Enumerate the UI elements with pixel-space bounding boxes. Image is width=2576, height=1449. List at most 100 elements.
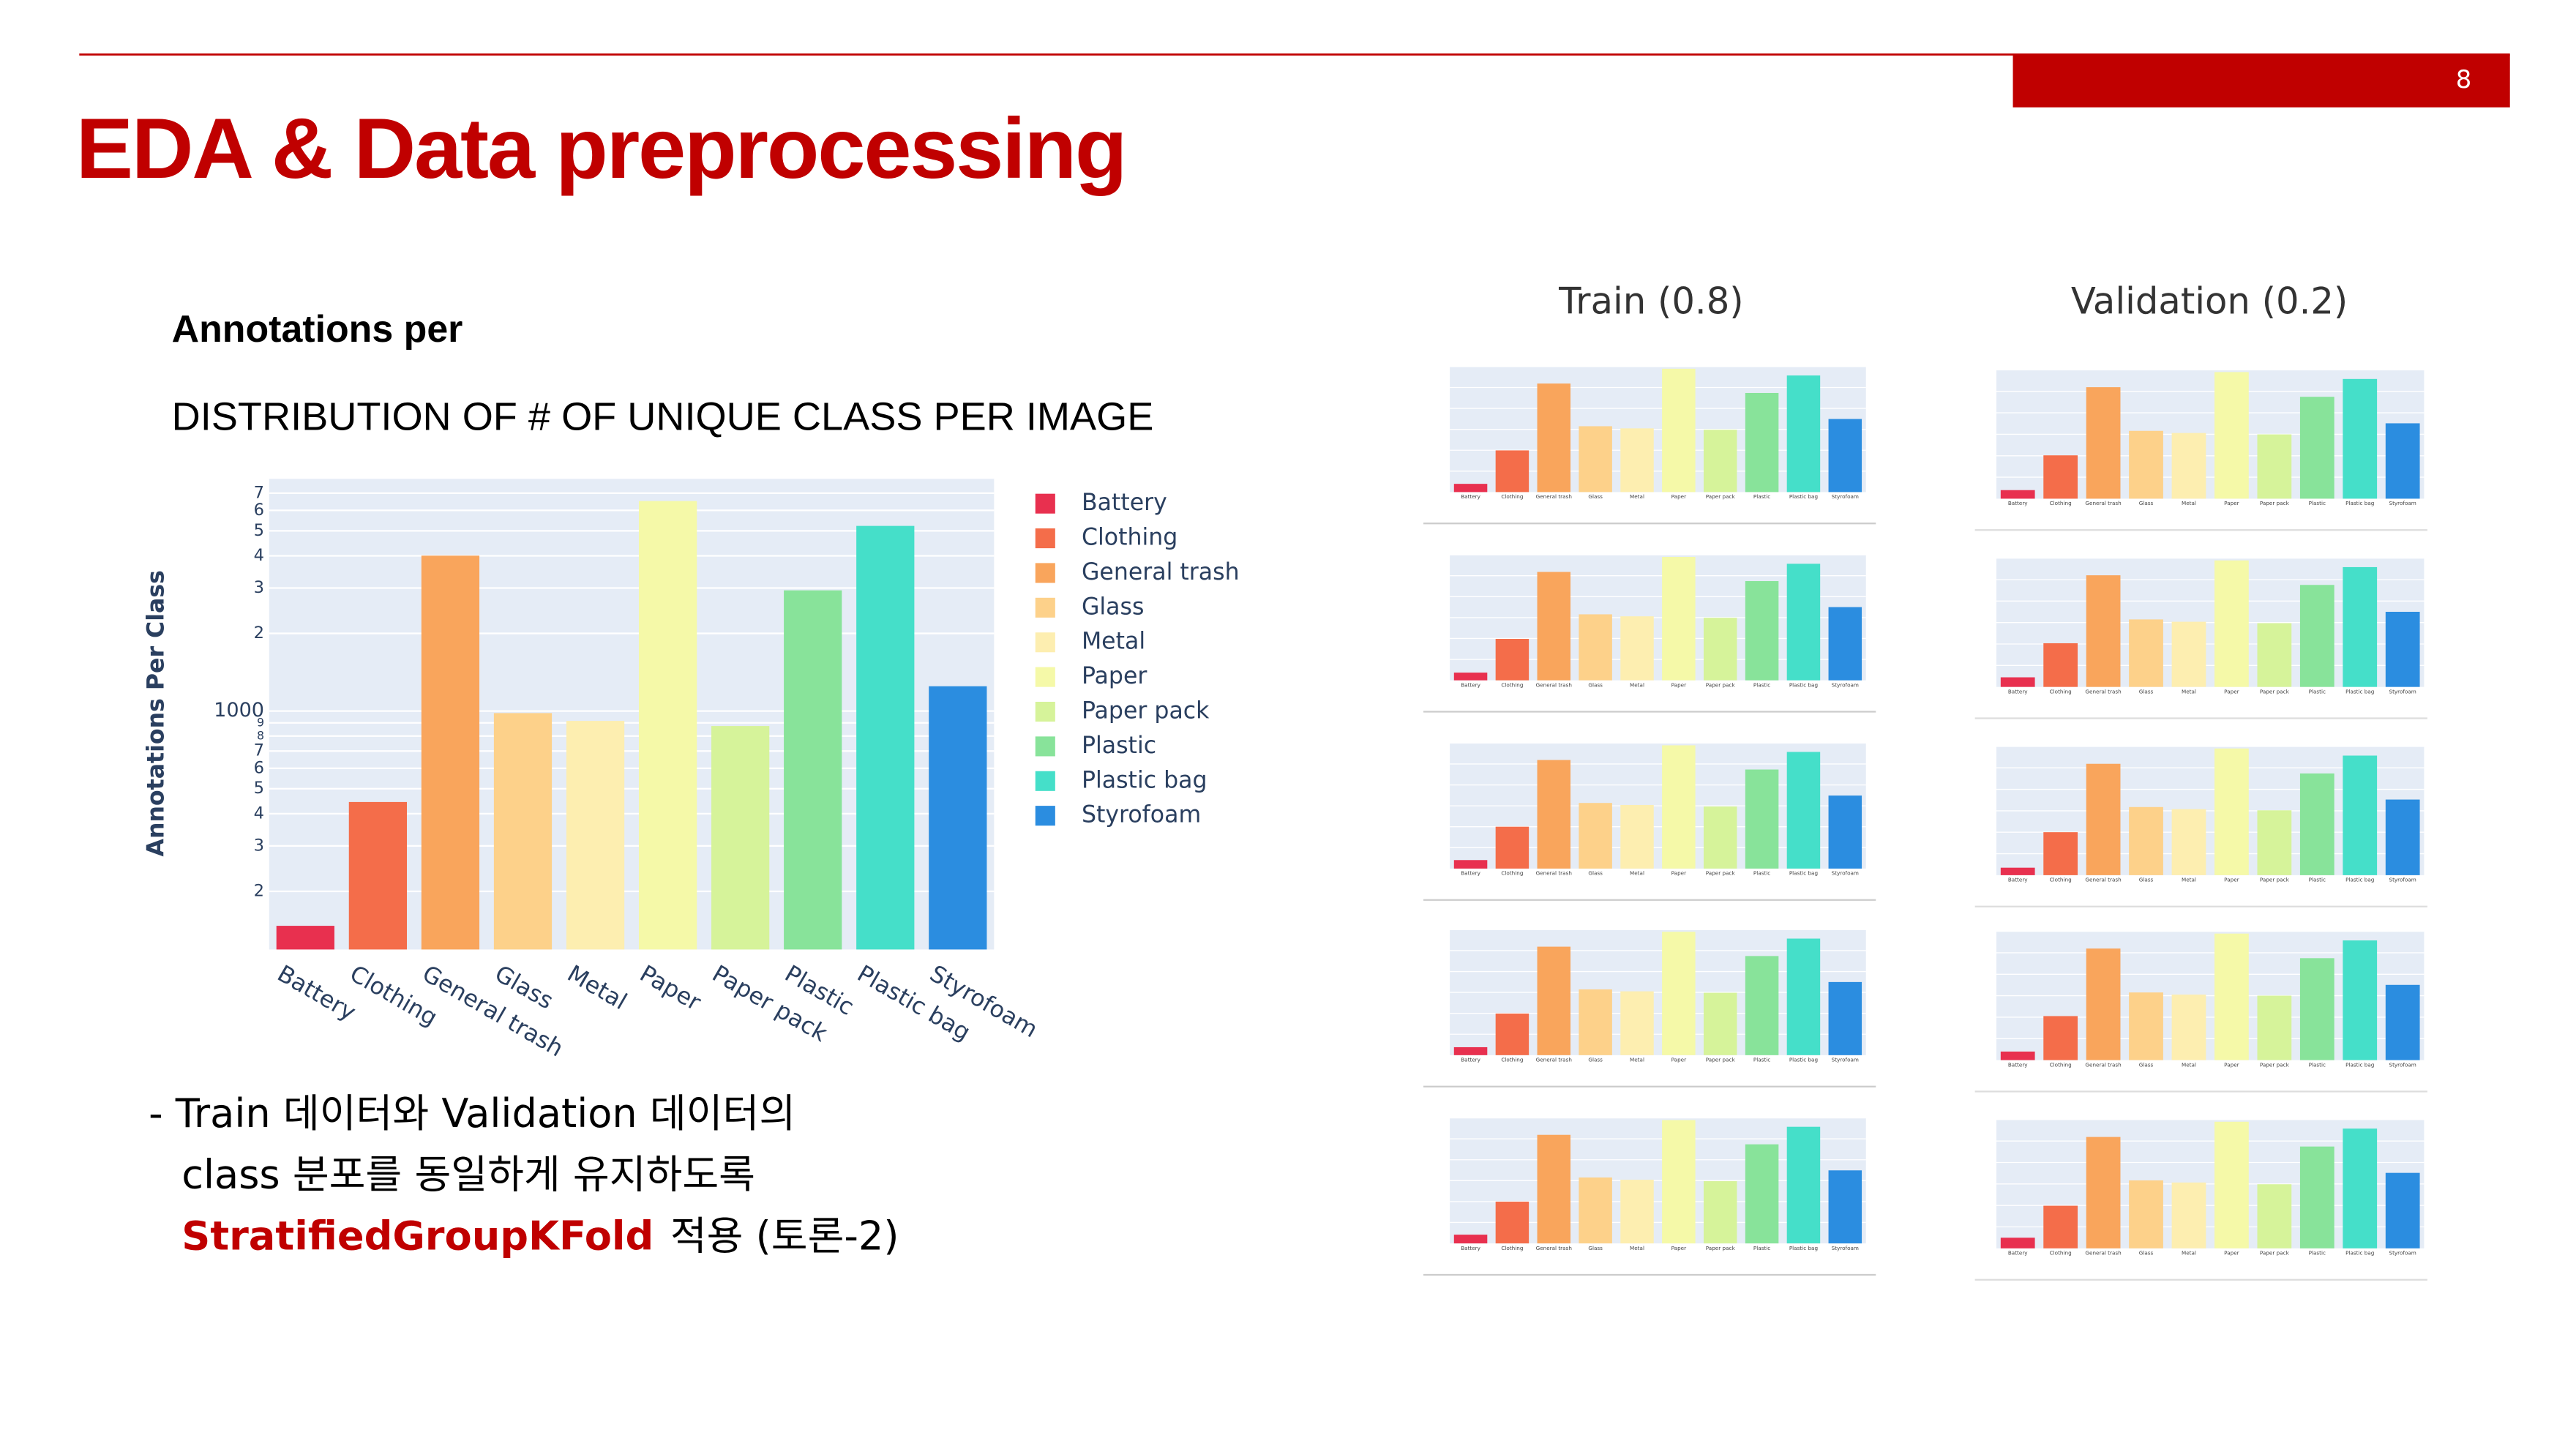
legend-label: Battery	[1082, 490, 1167, 516]
x-tick-label: General trash	[2085, 1250, 2121, 1257]
validation-label: Validation (0.2)	[2071, 280, 2348, 323]
y-tick-label: 1000	[214, 699, 264, 722]
bar	[2043, 1016, 2078, 1060]
bar	[1786, 938, 1821, 1055]
y-axis-title: Annotations Per Class	[143, 570, 169, 856]
bar	[2343, 1128, 2378, 1248]
bar	[1786, 564, 1821, 681]
bar	[2214, 560, 2249, 687]
bar	[2043, 832, 2078, 875]
y-tick-label: 2	[254, 881, 264, 900]
bar	[1828, 795, 1862, 869]
bar	[2257, 434, 2292, 499]
x-tick-label: Paper	[2224, 1061, 2239, 1068]
bar	[2171, 1182, 2206, 1248]
y-tick-label: 9	[257, 715, 264, 729]
legend-swatch	[1035, 632, 1055, 653]
bar	[1786, 752, 1821, 869]
bar	[2086, 948, 2121, 1060]
bar	[2214, 1121, 2249, 1248]
x-tick-label: Clothing	[1501, 681, 1523, 688]
bar	[1453, 1046, 1488, 1055]
bar	[2000, 1051, 2035, 1060]
bar	[2214, 372, 2249, 499]
x-tick-label: Clothing	[2050, 1061, 2072, 1068]
x-tick-label: Paper pack	[2260, 877, 2290, 883]
legend-swatch	[1035, 736, 1055, 757]
x-tick-label: Plastic bag	[2345, 1061, 2374, 1068]
legend-swatch	[1035, 597, 1055, 618]
y-tick-label: 3	[254, 836, 264, 855]
x-tick-label: Paper	[1671, 1057, 1686, 1063]
legend-swatch	[1035, 771, 1055, 791]
x-tick-label: Metal	[2182, 1250, 2196, 1257]
x-tick-label: Plastic	[1753, 1057, 1770, 1063]
x-tick-label: Clothing	[2050, 688, 2072, 694]
bar	[711, 726, 770, 950]
legend-swatch	[1035, 493, 1055, 514]
bar	[1828, 607, 1862, 681]
x-tick-label: Glass	[2139, 688, 2154, 694]
page-number-band	[2012, 54, 2510, 108]
x-tick-label: Clothing	[2050, 877, 2072, 883]
x-tick-label: Metal	[1630, 681, 1644, 688]
bar	[1703, 618, 1737, 681]
bar	[2043, 455, 2078, 499]
x-tick-label: Plastic	[2309, 500, 2326, 506]
bar	[2299, 1146, 2334, 1248]
x-tick-label: General trash	[1536, 1245, 1572, 1251]
x-tick-label: Paper	[2224, 688, 2239, 694]
bar	[2385, 423, 2420, 499]
bar	[276, 926, 334, 950]
x-tick-label: Clothing	[2050, 1250, 2072, 1257]
bar	[2385, 612, 2420, 687]
legend-swatch	[1035, 528, 1055, 549]
bar	[348, 801, 407, 950]
x-tick-label: Styrofoam	[1832, 870, 1859, 877]
bar	[1495, 1201, 1530, 1244]
x-tick-label: Plastic bag	[1789, 870, 1818, 877]
bar	[1828, 981, 1862, 1055]
x-tick-label: General trash	[2085, 1061, 2121, 1068]
x-tick-label: Plastic	[1753, 493, 1770, 500]
x-tick-label: Paper pack	[1706, 493, 1736, 500]
x-tick-label: Plastic	[2309, 877, 2326, 883]
note-rest: 적용 (토론-2)	[670, 1213, 899, 1259]
x-tick-label: Plastic bag	[2345, 877, 2374, 883]
bar	[929, 686, 987, 950]
x-tick-label: Plastic	[2309, 688, 2326, 694]
x-tick-label: Metal	[2182, 1061, 2196, 1068]
note-highlight: StratifiedGroupKFold	[181, 1213, 654, 1259]
x-tick-label: Battery	[2008, 500, 2028, 506]
x-tick-label: General trash	[2085, 877, 2121, 883]
x-tick-label: Metal	[2182, 877, 2196, 883]
x-tick-label: Battery	[273, 961, 360, 1027]
bar	[1579, 426, 1612, 493]
bar	[2385, 799, 2420, 875]
bar	[2043, 1205, 2078, 1248]
bar	[2214, 933, 2249, 1060]
x-tick-label: Metal	[2182, 688, 2196, 694]
bar	[1745, 1144, 1779, 1244]
bar	[856, 525, 915, 950]
bar	[2000, 1238, 2035, 1248]
x-tick-label: Paper pack	[1706, 681, 1736, 688]
x-tick-label: Plastic	[2309, 1061, 2326, 1068]
x-tick-label: General trash	[1536, 681, 1572, 688]
x-tick-label: Battery	[2008, 688, 2028, 694]
page-number: 8	[2456, 65, 2472, 94]
x-tick-label: Styrofoam	[2389, 1061, 2416, 1068]
x-tick-label: Battery	[1461, 493, 1480, 500]
x-tick-label: Paper	[1671, 870, 1686, 877]
bar	[1703, 1181, 1737, 1244]
x-tick-label: Plastic bag	[1789, 1057, 1818, 1063]
x-tick-label: Plastic	[1753, 870, 1770, 877]
x-tick-label: Plastic bag	[1789, 493, 1818, 500]
x-tick-label: General trash	[2085, 688, 2121, 694]
x-tick-label: Metal	[1630, 493, 1644, 500]
bar	[1579, 989, 1612, 1055]
legend-label: Plastic	[1082, 733, 1156, 759]
bar	[2129, 992, 2163, 1060]
bar	[1703, 430, 1737, 493]
x-tick-label: Styrofoam	[2389, 500, 2416, 506]
